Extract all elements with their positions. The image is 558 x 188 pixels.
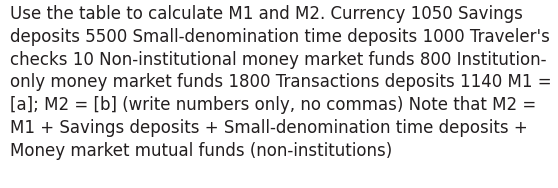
Text: Use the table to calculate M1 and M2. Currency 1050 Savings
deposits 5500 Small-: Use the table to calculate M1 and M2. Cu…	[10, 5, 552, 160]
